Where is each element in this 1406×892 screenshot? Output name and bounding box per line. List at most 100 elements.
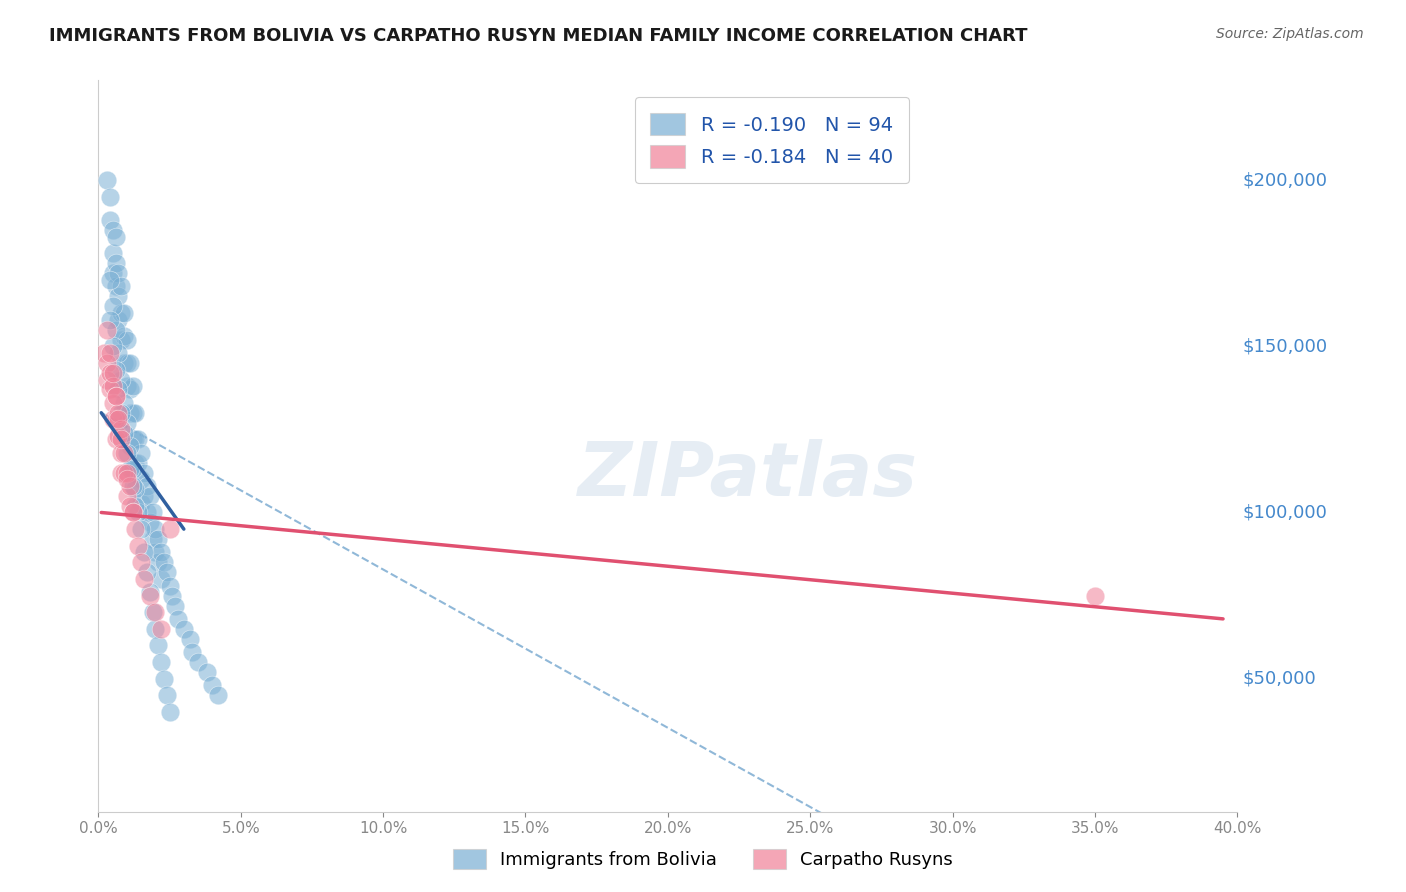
Point: [159, 579, 181, 593]
Point: [101, 366, 124, 380]
Point: [121, 479, 143, 493]
Point: [101, 379, 124, 393]
Point: [129, 495, 152, 509]
Point: [118, 439, 141, 453]
Point: [104, 412, 127, 426]
Point: [150, 655, 173, 669]
Point: [115, 356, 138, 370]
Point: [150, 572, 173, 586]
Point: [165, 599, 187, 613]
Point: [127, 506, 149, 520]
Point: [112, 356, 135, 370]
Point: [187, 655, 209, 669]
Point: [101, 412, 124, 426]
Point: [150, 622, 173, 636]
Point: [132, 489, 155, 503]
Point: [110, 372, 132, 386]
Point: [98, 312, 121, 326]
Point: [156, 689, 179, 703]
Point: [127, 456, 149, 470]
Point: [195, 665, 218, 679]
Point: [121, 406, 143, 420]
Point: [118, 462, 141, 476]
Point: [112, 396, 135, 410]
Point: [159, 522, 181, 536]
Point: [118, 383, 141, 397]
Point: [107, 312, 129, 326]
Point: [129, 445, 152, 459]
Point: [98, 346, 121, 360]
Point: [124, 433, 146, 447]
Point: [207, 689, 229, 703]
Point: [104, 362, 127, 376]
Point: [96, 356, 118, 370]
Point: [138, 489, 160, 503]
Text: IMMIGRANTS FROM BOLIVIA VS CARPATHO RUSYN MEDIAN FAMILY INCOME CORRELATION CHART: IMMIGRANTS FROM BOLIVIA VS CARPATHO RUSY…: [49, 27, 1028, 45]
Point: [124, 456, 146, 470]
Point: [101, 396, 124, 410]
Point: [138, 516, 160, 530]
Point: [124, 406, 146, 420]
Point: [121, 433, 143, 447]
Point: [121, 462, 143, 476]
Point: [110, 279, 132, 293]
Point: [110, 433, 132, 447]
Point: [112, 445, 135, 459]
Point: [129, 522, 152, 536]
Point: [115, 379, 138, 393]
Point: [153, 672, 176, 686]
Point: [141, 506, 163, 520]
Point: [104, 389, 127, 403]
Point: [104, 279, 127, 293]
Point: [110, 466, 132, 480]
Point: [121, 379, 143, 393]
Point: [127, 433, 149, 447]
Point: [145, 545, 167, 559]
Point: [107, 429, 129, 443]
Point: [141, 605, 163, 619]
Point: [135, 566, 157, 580]
Point: [110, 422, 132, 436]
Point: [124, 522, 146, 536]
Point: [98, 189, 121, 203]
Point: [121, 506, 143, 520]
Point: [127, 539, 149, 553]
Text: $200,000: $200,000: [1243, 171, 1329, 189]
Point: [156, 566, 179, 580]
Point: [138, 585, 160, 599]
Point: [112, 329, 135, 343]
Point: [98, 213, 121, 227]
Point: [107, 266, 129, 280]
Legend: Immigrants from Bolivia, Carpatho Rusyns: Immigrants from Bolivia, Carpatho Rusyns: [444, 839, 962, 879]
Point: [173, 622, 195, 636]
Point: [201, 678, 224, 692]
Point: [145, 605, 167, 619]
Point: [96, 173, 118, 187]
Point: [107, 346, 129, 360]
Point: [162, 589, 184, 603]
Point: [104, 323, 127, 337]
Point: [101, 299, 124, 313]
Point: [118, 406, 141, 420]
Point: [107, 412, 129, 426]
Text: $50,000: $50,000: [1243, 670, 1317, 688]
Point: [121, 506, 143, 520]
Point: [124, 482, 146, 496]
Point: [118, 499, 141, 513]
Point: [110, 445, 132, 459]
Point: [110, 406, 132, 420]
Point: [132, 545, 155, 559]
Point: [104, 229, 127, 244]
Point: [115, 416, 138, 430]
Point: [124, 499, 146, 513]
Point: [98, 366, 121, 380]
Point: [115, 489, 138, 503]
Point: [150, 545, 173, 559]
Point: [115, 445, 138, 459]
Text: $100,000: $100,000: [1243, 503, 1327, 522]
Point: [167, 612, 190, 626]
Point: [112, 425, 135, 440]
Text: Source: ZipAtlas.com: Source: ZipAtlas.com: [1216, 27, 1364, 41]
Point: [96, 323, 118, 337]
Point: [145, 522, 167, 536]
